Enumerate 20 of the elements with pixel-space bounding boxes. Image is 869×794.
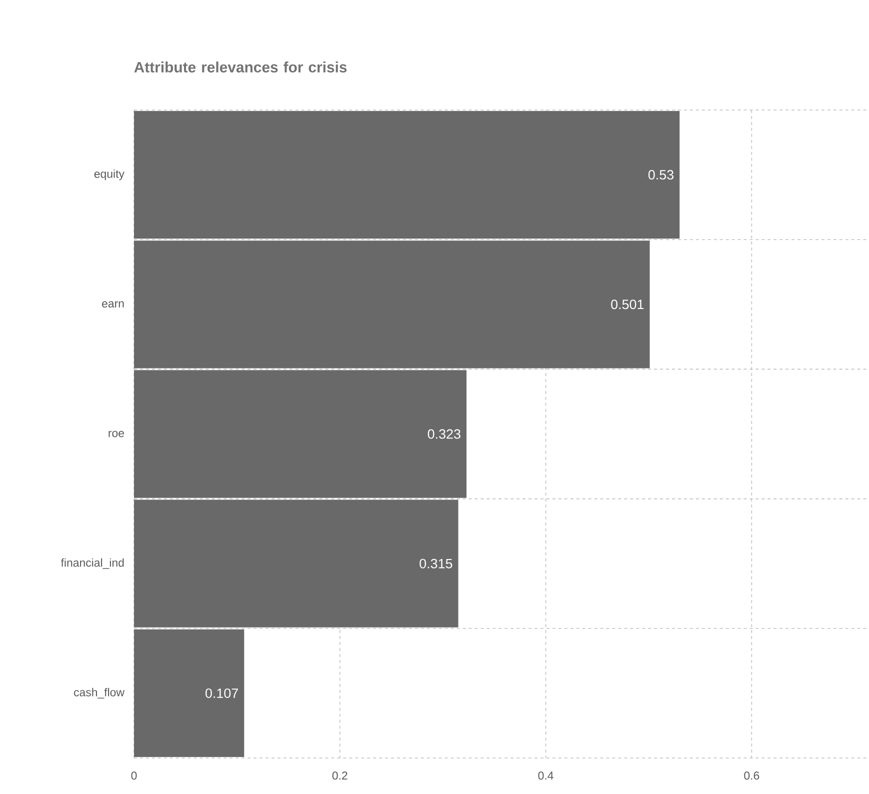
x-tick-label: 0: [131, 772, 137, 780]
y-tick-label: financial_ind: [60, 558, 124, 569]
y-tick-label: earn: [102, 301, 124, 308]
data-label: 0.53: [648, 170, 674, 180]
y-tick-label: equity: [94, 169, 124, 180]
x-tick-label: 0.6: [744, 772, 760, 780]
bar: [134, 240, 650, 368]
data-label: 0.107: [206, 688, 238, 698]
bar: [134, 629, 244, 758]
bar: [134, 110, 680, 239]
x-tick-label: 0.4: [538, 772, 554, 780]
x-tick-label: 0.2: [332, 772, 348, 780]
bar: [134, 370, 466, 498]
data-label: 0.501: [611, 300, 644, 310]
bar: [134, 500, 458, 628]
data-label: 0.315: [420, 558, 452, 568]
y-tick-label: cash_flow: [74, 688, 124, 698]
y-tick-label: roe: [108, 430, 124, 438]
data-label: 0.323: [428, 429, 460, 439]
chart-title: Attribute relevances for crisis: [134, 62, 347, 72]
